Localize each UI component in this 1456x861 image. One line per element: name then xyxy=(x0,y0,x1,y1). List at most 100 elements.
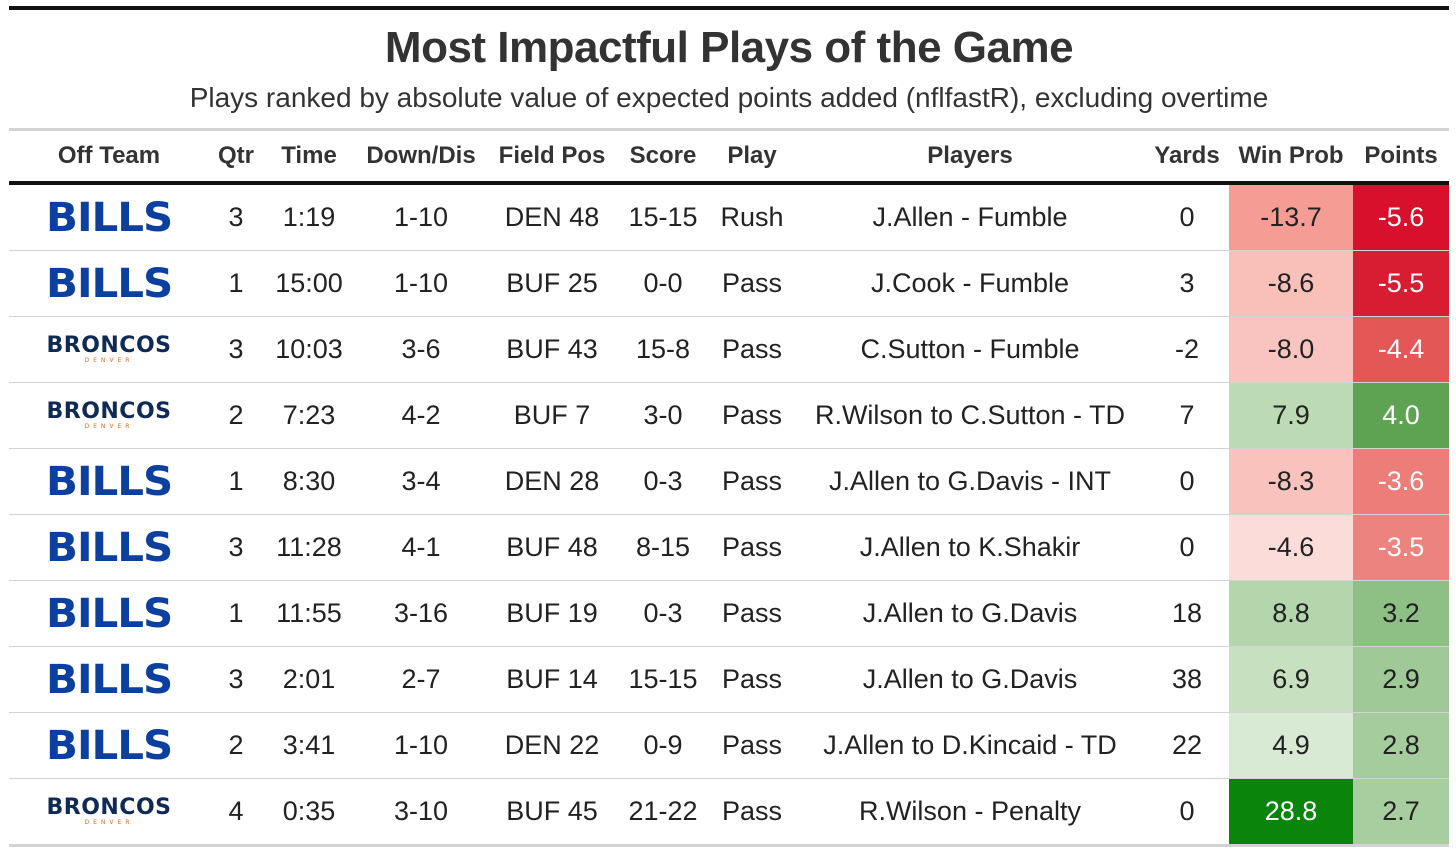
col-header-play[interactable]: Play xyxy=(727,142,777,169)
broncos-wordmark: BRONCOS xyxy=(46,399,172,425)
yards-cell: 7 xyxy=(1145,382,1229,449)
table-row: BILLS 1 11:55 3-16 BUF 19 0-3 Pass J.Allen to G… xyxy=(9,580,1449,647)
score-cell: 8-15 xyxy=(617,514,709,581)
win-prob-cell: -8.3 xyxy=(1229,448,1353,515)
col-header-yards[interactable]: Yards xyxy=(1154,142,1220,169)
col-header-qtr[interactable]: Qtr xyxy=(218,142,254,169)
qtr-cell: 3 xyxy=(209,646,263,713)
col-header-off-team[interactable]: Off Team xyxy=(57,142,161,169)
team-cell: BRONCOS DENVER xyxy=(9,382,209,449)
bills-logo: BILLS xyxy=(45,458,173,505)
bills-logo: BILLS xyxy=(45,260,173,307)
team-cell: BILLS xyxy=(9,646,209,713)
col-header-points[interactable]: Points xyxy=(1364,142,1438,169)
table-row: BILLS 3 2:01 2-7 BUF 14 15-15 Pass J.Allen to G… xyxy=(9,646,1449,713)
points-cell: 2.9 xyxy=(1353,646,1449,713)
down-distance-cell: 1-10 xyxy=(355,712,487,779)
points-cell: 3.2 xyxy=(1353,580,1449,647)
players-cell: J.Allen - Fumble xyxy=(795,183,1145,251)
table-row: BILLS 2 3:41 1-10 DEN 22 0-9 Pass J.Allen to D.… xyxy=(9,712,1449,779)
table-container: Most Impactful Plays of the Game Plays r… xyxy=(9,6,1449,847)
table-row: BRONCOS DENVER 3 10:03 3-6 BUF 43 15-8 Pass C.Su… xyxy=(9,316,1449,383)
points-cell: -3.6 xyxy=(1353,448,1449,515)
bills-wordmark: BILLS xyxy=(45,260,173,307)
broncos-sub-wordmark: DENVER xyxy=(84,423,134,431)
bills-wordmark: BILLS xyxy=(45,524,173,571)
bills-logo: BILLS xyxy=(45,722,173,769)
points-cell: -5.5 xyxy=(1353,250,1449,317)
down-distance-cell: 2-7 xyxy=(355,646,487,713)
qtr-cell: 4 xyxy=(209,778,263,847)
time-cell: 11:55 xyxy=(263,580,355,647)
table-row: BILLS 1 8:30 3-4 DEN 28 0-3 Pass J.Allen to G.D… xyxy=(9,448,1449,515)
win-prob-cell: 6.9 xyxy=(1229,646,1353,713)
bills-logo: BILLS xyxy=(46,660,173,700)
win-prob-cell: -8.0 xyxy=(1229,316,1353,383)
players-cell: J.Allen to D.Kincaid - TD xyxy=(795,712,1145,779)
play-type-cell: Pass xyxy=(709,712,795,779)
table-row: BRONCOS DENVER 4 0:35 3-10 BUF 45 21-22 Pass R.W… xyxy=(9,778,1449,847)
bills-logo: BILLS xyxy=(45,194,173,241)
time-cell: 2:01 xyxy=(263,646,355,713)
yards-cell: 0 xyxy=(1145,514,1229,581)
table-row: BILLS 3 1:19 1-10 DEN 48 15-15 Rush J.Allen - F… xyxy=(9,183,1449,251)
bills-wordmark: BILLS xyxy=(45,194,173,241)
yards-cell: 18 xyxy=(1145,580,1229,647)
team-cell: BILLS xyxy=(9,448,209,515)
qtr-cell: 3 xyxy=(209,514,263,581)
field-pos-cell: DEN 48 xyxy=(487,183,617,251)
team-cell: BILLS xyxy=(9,712,209,779)
play-type-cell: Pass xyxy=(709,580,795,647)
qtr-cell: 2 xyxy=(209,712,263,779)
field-pos-cell: BUF 7 xyxy=(487,382,617,449)
play-type-cell: Pass xyxy=(709,382,795,449)
field-pos-cell: BUF 48 xyxy=(487,514,617,581)
col-header-down-dis[interactable]: Down/Dis xyxy=(366,142,476,169)
play-type-cell: Pass xyxy=(709,514,795,581)
bills-wordmark: BILLS xyxy=(45,722,173,769)
bills-wordmark: BILLS xyxy=(45,590,173,637)
points-cell: -5.6 xyxy=(1353,183,1449,251)
win-prob-cell: 7.9 xyxy=(1229,382,1353,449)
players-cell: J.Allen to G.Davis xyxy=(795,580,1145,647)
broncos-sub-wordmark: DENVER xyxy=(84,819,134,827)
time-cell: 15:00 xyxy=(263,250,355,317)
score-cell: 0-0 xyxy=(617,250,709,317)
bills-wordmark: BILLS xyxy=(45,458,173,505)
down-distance-cell: 4-1 xyxy=(355,514,487,581)
team-cell: BILLS xyxy=(9,250,209,317)
qtr-cell: 2 xyxy=(209,382,263,449)
field-pos-cell: DEN 22 xyxy=(487,712,617,779)
play-type-cell: Pass xyxy=(709,250,795,317)
col-header-field-pos[interactable]: Field Pos xyxy=(498,142,606,169)
yards-cell: 0 xyxy=(1145,448,1229,515)
field-pos-cell: BUF 25 xyxy=(487,250,617,317)
time-cell: 10:03 xyxy=(263,316,355,383)
yards-cell: 0 xyxy=(1145,183,1229,251)
score-cell: 0-3 xyxy=(617,448,709,515)
page-title: Most Impactful Plays of the Game xyxy=(384,23,1074,72)
players-cell: J.Allen to K.Shakir xyxy=(795,514,1145,581)
points-cell: -3.5 xyxy=(1353,514,1449,581)
col-header-win-prob[interactable]: Win Prob xyxy=(1238,142,1344,169)
page-subtitle: Plays ranked by absolute value of expect… xyxy=(189,82,1269,113)
broncos-logo: BRONCOS DENVER xyxy=(46,335,171,365)
col-header-time[interactable]: Time xyxy=(281,142,337,169)
team-cell: BILLS xyxy=(9,183,209,251)
time-cell: 0:35 xyxy=(263,778,355,847)
players-cell: J.Allen to G.Davis - INT xyxy=(795,448,1145,515)
table-row: BRONCOS DENVER 2 7:23 4-2 BUF 7 3-0 Pass R.Wilso… xyxy=(9,382,1449,449)
yards-cell: 22 xyxy=(1145,712,1229,779)
play-type-cell: Pass xyxy=(709,316,795,383)
score-cell: 15-8 xyxy=(617,316,709,383)
players-cell: C.Sutton - Fumble xyxy=(795,316,1145,383)
play-type-cell: Pass xyxy=(709,646,795,713)
col-header-score[interactable]: Score xyxy=(629,142,697,169)
players-cell: R.Wilson - Penalty xyxy=(795,778,1145,847)
win-prob-cell: 4.9 xyxy=(1229,712,1353,779)
col-header-players[interactable]: Players xyxy=(927,142,1013,169)
table-row: BILLS 1 15:00 1-10 BUF 25 0-0 Pass J.Cook - Fum… xyxy=(9,250,1449,317)
team-cell: BILLS xyxy=(9,514,209,581)
down-distance-cell: 3-16 xyxy=(355,580,487,647)
broncos-wordmark: BRONCOS xyxy=(46,795,172,821)
